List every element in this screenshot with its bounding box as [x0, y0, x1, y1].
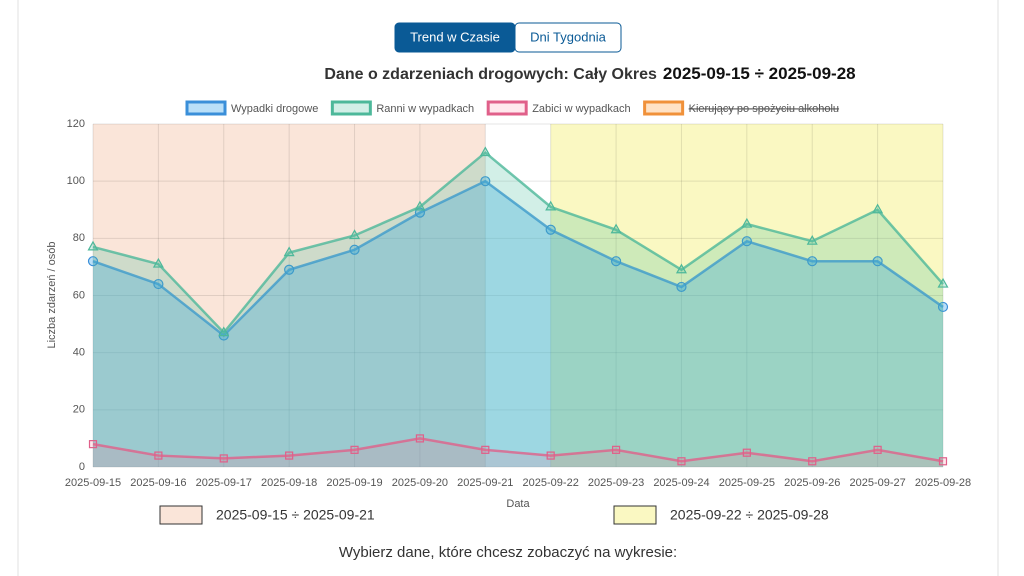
y-tick-label: 0 — [79, 461, 85, 473]
marker — [937, 277, 949, 288]
legend-swatch — [486, 100, 528, 116]
x-axis-label: Data — [506, 498, 530, 510]
marker — [218, 326, 230, 337]
x-tick-label: 2025-09-19 — [326, 477, 382, 489]
chart-title: Dane o zdarzeniach drogowych: Cały Okres… — [324, 64, 855, 83]
region-label: 2025-09-15 ÷ 2025-09-21 — [216, 507, 375, 523]
marker — [937, 301, 949, 313]
tab[interactable] — [514, 22, 622, 53]
marker — [285, 451, 294, 460]
region-swatch — [613, 505, 657, 525]
y-tick-label: 60 — [73, 289, 85, 301]
marker — [808, 457, 817, 466]
y-tick-label: 120 — [67, 118, 85, 130]
series-area — [93, 152, 943, 468]
tab-label[interactable]: Trend w Czasie — [410, 29, 500, 44]
marker — [741, 236, 752, 247]
marker — [806, 234, 818, 245]
marker — [546, 451, 555, 460]
marker — [873, 445, 882, 454]
marker — [88, 440, 98, 449]
x-tick-label: 2025-09-18 — [261, 477, 317, 489]
legend-swatch — [185, 100, 227, 116]
y-tick-label: 20 — [73, 404, 85, 416]
marker — [545, 224, 556, 235]
title-text: Dane o zdarzeniach drogowych: Cały Okres — [324, 66, 657, 83]
series-line — [92, 179, 944, 338]
marker — [87, 256, 99, 267]
x-tick-label: 2025-09-20 — [392, 477, 448, 489]
marker — [675, 263, 687, 274]
marker — [154, 451, 163, 460]
x-tick-label: 2025-09-17 — [196, 477, 252, 489]
y-axis-label: Liczba zdarzeń / osób — [46, 241, 58, 348]
region-swatch — [159, 505, 203, 525]
legend-label[interactable]: Ranni w wypadkach — [376, 103, 474, 115]
marker — [479, 146, 491, 157]
series-line — [92, 150, 944, 335]
x-tick-label: 2025-09-24 — [653, 477, 709, 489]
series-line — [92, 437, 944, 463]
legend-swatch — [330, 100, 372, 116]
marker — [545, 200, 557, 211]
x-tick-label: 2025-09-23 — [588, 477, 644, 489]
region-band — [93, 124, 486, 467]
x-tick-label: 2025-09-26 — [784, 477, 840, 489]
marker — [481, 445, 490, 454]
marker — [87, 240, 99, 251]
x-tick-label: 2025-09-15 — [65, 477, 121, 489]
marker — [283, 246, 295, 257]
marker — [611, 445, 621, 454]
x-tick-label: 2025-09-22 — [523, 477, 579, 489]
marker — [349, 244, 360, 255]
marker — [284, 264, 295, 275]
region-label: 2025-09-22 ÷ 2025-09-28 — [670, 507, 829, 523]
marker — [415, 434, 425, 443]
series-area — [93, 438, 943, 467]
marker — [872, 203, 884, 214]
marker — [872, 256, 883, 267]
legend-swatch — [643, 100, 685, 116]
x-tick-label: 2025-09-16 — [130, 477, 186, 489]
marker — [938, 457, 948, 466]
marker — [349, 229, 361, 240]
marker — [480, 176, 491, 187]
legend-label[interactable]: Kierujący po spożyciu alkoholu — [689, 103, 839, 115]
marker — [414, 200, 426, 211]
tab-label[interactable]: Dni Tygodnia — [530, 29, 606, 44]
x-tick-label: 2025-09-25 — [719, 477, 775, 489]
marker — [676, 281, 687, 293]
title-period: 2025-09-15 ÷ 2025-09-28 — [663, 64, 856, 83]
marker — [807, 256, 818, 267]
marker — [742, 448, 751, 457]
y-tick-label: 80 — [73, 232, 85, 244]
x-tick-label: 2025-09-21 — [457, 477, 513, 489]
marker — [677, 457, 686, 466]
marker — [153, 278, 164, 290]
marker — [152, 257, 164, 268]
marker — [741, 217, 753, 228]
y-tick-label: 40 — [73, 347, 85, 359]
x-tick-label: 2025-09-28 — [915, 477, 971, 489]
marker — [219, 454, 228, 463]
prompt-text: Wybierz dane, które chcesz zobaczyć na w… — [339, 544, 677, 561]
y-tick-label: 100 — [67, 175, 85, 187]
marker — [350, 445, 359, 454]
legend-label[interactable]: Zabici w wypadkach — [532, 103, 630, 115]
legend-label[interactable]: Wypadki drogowe — [231, 103, 318, 115]
marker — [610, 223, 622, 234]
region-band — [550, 124, 943, 467]
marker — [610, 256, 622, 267]
x-tick-label: 2025-09-27 — [849, 477, 905, 489]
